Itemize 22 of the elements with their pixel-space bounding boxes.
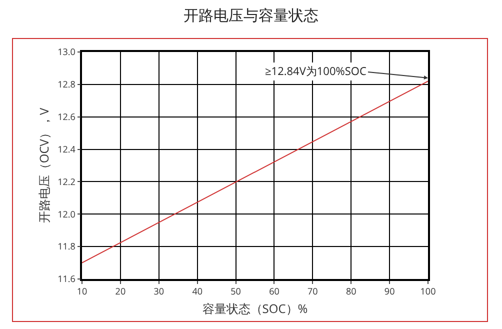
x-tick-label: 60 — [269, 284, 280, 298]
x-tick-label: 100 — [420, 284, 436, 298]
y-tick-label: 12.4 — [58, 142, 76, 156]
x-axis-title: 容量状态（SOC）% — [202, 300, 308, 317]
y-tick-label: 11.6 — [58, 272, 76, 286]
chart-title: 开路电压与容量状态 — [184, 5, 318, 26]
x-tick-label: 70 — [308, 284, 318, 298]
x-tick-label: 20 — [115, 284, 126, 298]
y-tick-label: 12.8 — [58, 78, 76, 91]
x-tick-label: 90 — [384, 284, 395, 298]
y-axis-title: 开路电压（OCV），V — [35, 107, 52, 224]
y-tick-label: 11.8 — [58, 240, 76, 253]
x-tick-label: 40 — [192, 284, 202, 298]
x-tick-label: 80 — [346, 284, 356, 298]
x-tick-label: 10 — [76, 284, 88, 298]
annotation: ≥12.84V为100%SOC — [265, 64, 366, 79]
x-tick-label: 50 — [230, 284, 241, 298]
y-tick-label: 12.6 — [58, 110, 76, 124]
y-tick-label: 13.0 — [58, 45, 76, 58]
y-tick-label: 12.2 — [58, 174, 76, 188]
y-tick-label: 12.0 — [58, 207, 76, 220]
x-tick-label: 30 — [154, 284, 164, 298]
